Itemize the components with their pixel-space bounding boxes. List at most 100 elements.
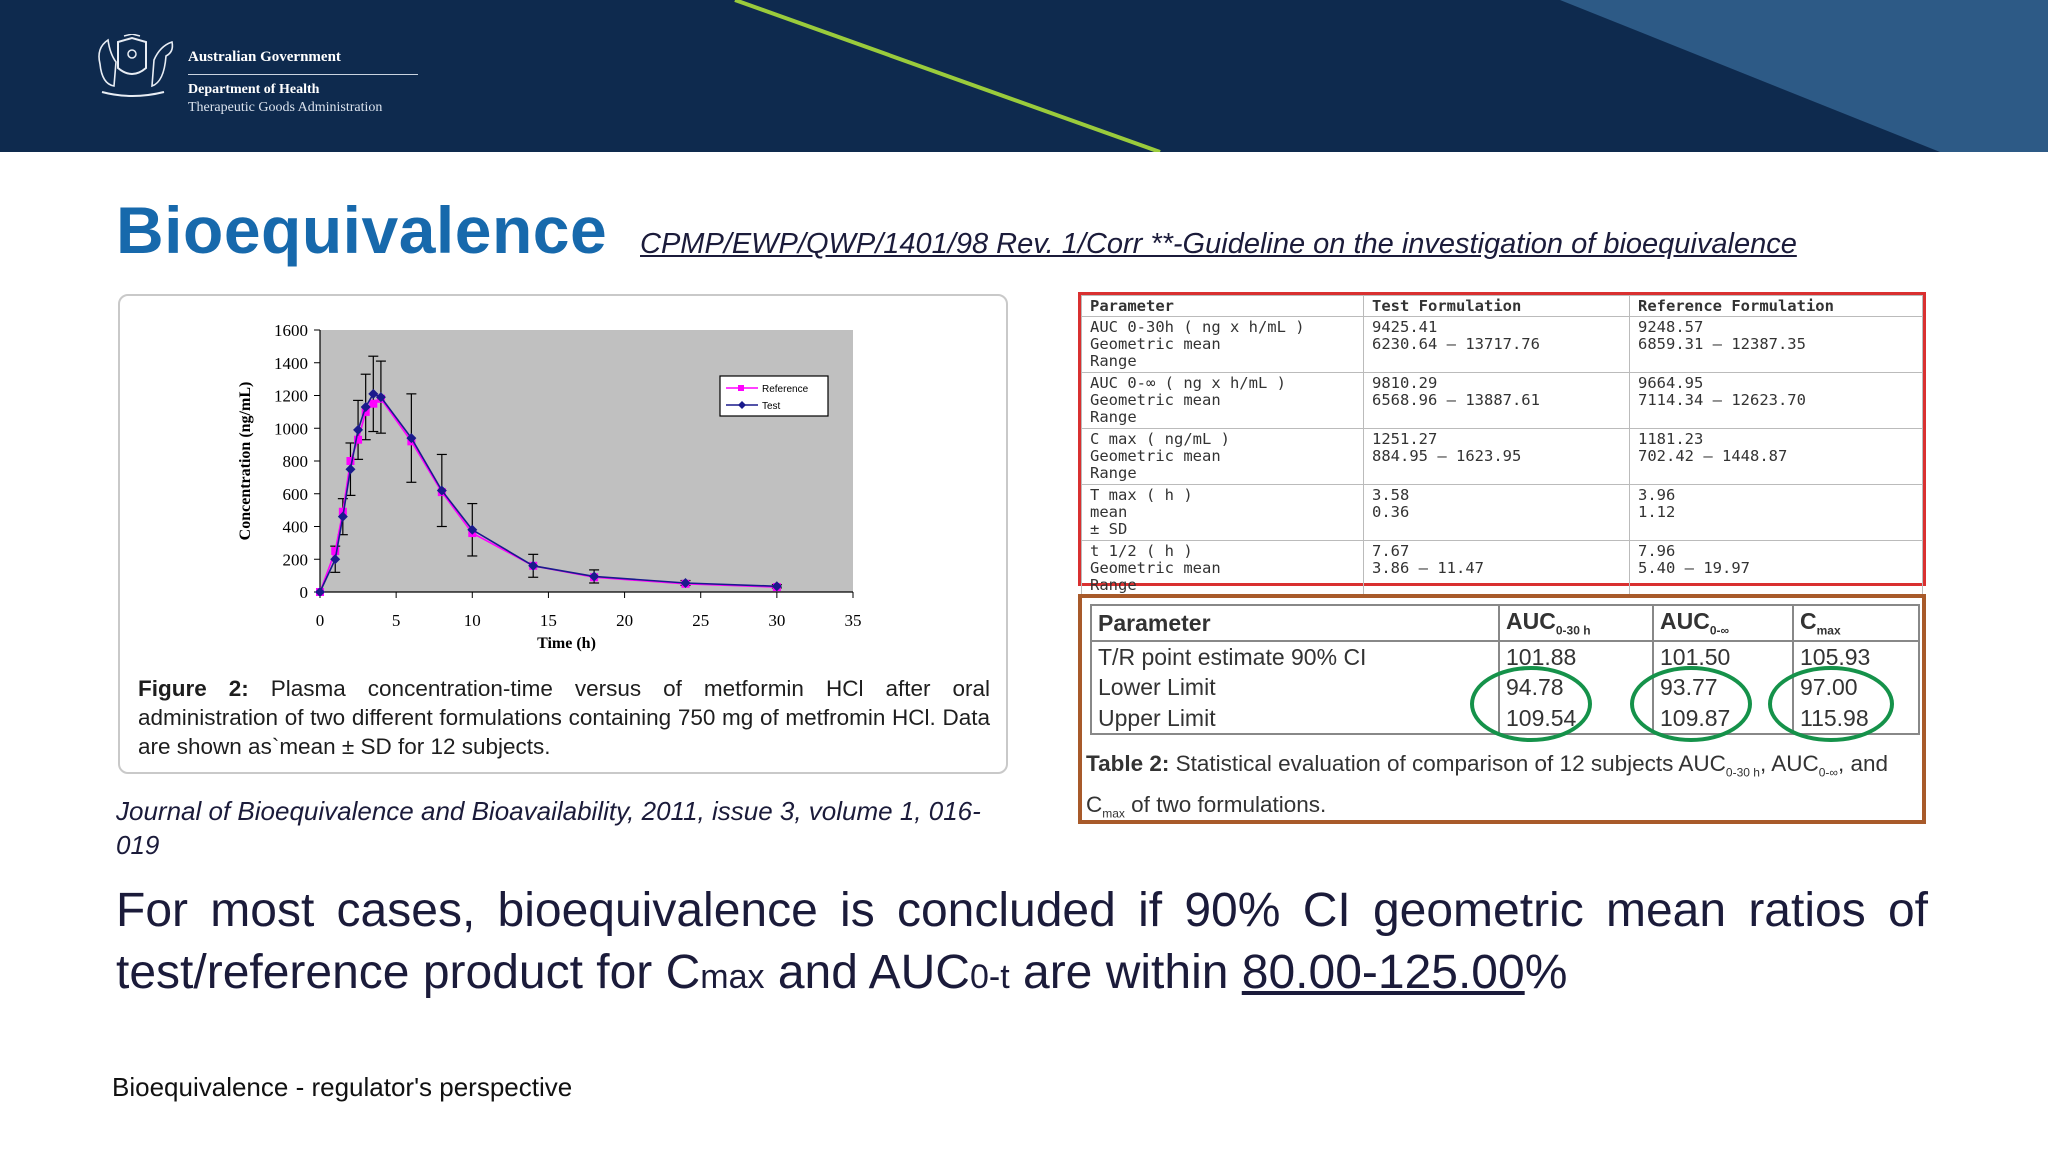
y-tick-label: 1600 bbox=[274, 321, 308, 340]
test-point bbox=[315, 587, 325, 597]
table1-row: t 1/2 ( h ) Geometric mean Range 7.67 3.86 –… bbox=[1081, 540, 1923, 597]
table1-cell-parameter: AUC 0-∞ ( ng x h/mL ) Geometric mean Range bbox=[1081, 372, 1364, 429]
table1-header-reference: Reference Formulation bbox=[1629, 295, 1923, 317]
y-tick-label: 1000 bbox=[274, 419, 308, 438]
test-point bbox=[436, 485, 447, 496]
logo-government-text: Australian Government bbox=[188, 49, 341, 65]
test-point bbox=[375, 392, 386, 403]
header-band bbox=[1560, 0, 2048, 152]
table1-row: AUC 0-30h ( ng x h/mL ) Geometric mean Ran… bbox=[1081, 316, 1923, 373]
table1-cell-reference: 1181.23 702.42 – 1448.87 bbox=[1629, 428, 1923, 485]
header-accent-line bbox=[734, 0, 1161, 152]
conclusion-statement: For most cases, bioequivalence is conclu… bbox=[116, 884, 1928, 999]
table1-cell-parameter: AUC 0-30h ( ng x h/mL ) Geometric mean Ran… bbox=[1081, 316, 1364, 373]
coat-of-arms-icon bbox=[98, 34, 174, 97]
y-tick-label: 0 bbox=[300, 583, 309, 602]
table1-cell-reference: 9664.95 7114.34 – 12623.70 bbox=[1629, 372, 1923, 429]
y-tick-label: 200 bbox=[283, 550, 309, 569]
slide-title: Bioequivalence bbox=[116, 193, 608, 267]
x-tick-label: 10 bbox=[464, 611, 481, 630]
test-point bbox=[680, 577, 691, 588]
table1-row: T max ( h ) mean ± SD 3.58 0.36 3.96 1.12 bbox=[1081, 484, 1923, 541]
test-point bbox=[528, 560, 539, 571]
figure-panel: 0 200 400 600 800 1000 1200 1400 1600 0 5 10 15 20 25 3… bbox=[118, 294, 1008, 774]
table2-row-label: Upper Limit bbox=[1090, 703, 1500, 735]
table1-cell-parameter: t 1/2 ( h ) Geometric mean Range bbox=[1081, 540, 1364, 597]
header-decoration bbox=[734, 0, 2048, 152]
table1-cell-test: 3.58 0.36 bbox=[1363, 484, 1630, 541]
table1-cell-parameter: T max ( h ) mean ± SD bbox=[1081, 484, 1364, 541]
test-point bbox=[368, 388, 379, 399]
table1-cell-test: 9810.29 6568.96 – 13887.61 bbox=[1363, 372, 1630, 429]
highlight-circle-auc-inf bbox=[1630, 666, 1752, 742]
test-point bbox=[360, 401, 371, 412]
highlight-circle-cmax bbox=[1768, 666, 1894, 742]
test-point bbox=[337, 511, 348, 522]
reference-point bbox=[346, 457, 355, 465]
logo-department-text: Department of Health bbox=[188, 82, 320, 97]
table1-cell-test: 7.67 3.86 – 11.47 bbox=[1363, 540, 1630, 597]
legend-test-marker bbox=[738, 401, 746, 409]
x-axis-label: Time (h) bbox=[537, 635, 596, 652]
x-tick-label: 15 bbox=[540, 611, 557, 630]
journal-reference: Journal of Bioequivalence and Bioavailab… bbox=[116, 796, 981, 860]
figure-caption: Figure 2: Plasma concentration-time vers… bbox=[138, 674, 990, 761]
tga-logo: Australian Government Department of Heal… bbox=[88, 30, 428, 125]
figure-caption-text: Plasma concentration-time versus of metf… bbox=[138, 676, 990, 759]
x-tick-label: 0 bbox=[316, 611, 325, 630]
table1-cell-reference: 9248.57 6859.31 – 12387.35 bbox=[1629, 316, 1923, 373]
table1-row: C max ( ng/mL ) Geometric mean Range 1251.2… bbox=[1081, 428, 1923, 485]
legend-test-label: Test bbox=[762, 401, 781, 412]
x-tick-label: 20 bbox=[616, 611, 633, 630]
test-point bbox=[771, 581, 782, 592]
logo-divider bbox=[188, 74, 418, 75]
footer-text: Bioequivalence - regulator's perspective bbox=[112, 1072, 573, 1102]
y-tick-label: 1400 bbox=[274, 354, 308, 373]
y-tick-label: 600 bbox=[283, 485, 309, 504]
legend-box bbox=[719, 375, 829, 417]
test-point bbox=[345, 464, 356, 475]
acceptance-range: 80.00-125.00 bbox=[1241, 946, 1525, 999]
table2-header-parameter: Parameter bbox=[1090, 604, 1500, 642]
reference-point bbox=[354, 435, 363, 444]
guideline-link[interactable]: CPMP/EWP/QWP/1401/98 Rev. 1/Corr **-Guid… bbox=[640, 228, 1797, 260]
table1-row: AUC 0-∞ ( ng x h/mL ) Geometric mean Range… bbox=[1081, 372, 1923, 429]
table1-cell-test: 9425.41 6230.64 – 13717.76 bbox=[1363, 316, 1630, 373]
logo-agency-text: Therapeutic Goods Administration bbox=[188, 100, 383, 115]
x-tick-label: 30 bbox=[768, 611, 785, 630]
table2-row-label: T/R point estimate 90% CI bbox=[1090, 641, 1500, 672]
y-tick-label: 400 bbox=[283, 518, 309, 537]
table1-cell-reference: 7.96 5.40 – 19.97 bbox=[1629, 540, 1923, 597]
test-point bbox=[353, 424, 364, 435]
test-point bbox=[406, 433, 417, 444]
reference-point bbox=[331, 547, 340, 556]
legend-reference-marker bbox=[738, 385, 744, 391]
table1-header-test: Test Formulation bbox=[1363, 295, 1630, 317]
table2-cell: 105.93 bbox=[1792, 641, 1920, 672]
table2-row-label: Lower Limit bbox=[1090, 672, 1500, 703]
x-tick-label: 35 bbox=[845, 611, 862, 630]
table2-header-auc-inf: AUC0-∞ bbox=[1652, 604, 1794, 642]
table2-caption: Table 2: Statistical evaluation of compa… bbox=[1086, 751, 1888, 820]
table2-header-auc-t: AUC0-30 h bbox=[1498, 604, 1654, 642]
y-tick-label: 800 bbox=[283, 452, 309, 471]
concentration-time-chart: 0 200 400 600 800 1000 1200 1400 1600 0 5 10 15 20 25 3… bbox=[237, 321, 862, 652]
plot-area bbox=[320, 330, 853, 592]
reference-point bbox=[369, 399, 378, 408]
figure-caption-label: Figure 2: bbox=[138, 676, 249, 701]
test-point bbox=[467, 524, 478, 535]
table1-header-parameter: Parameter bbox=[1081, 295, 1364, 317]
highlight-circle-auc-t bbox=[1470, 666, 1592, 742]
legend-reference-label: Reference bbox=[762, 384, 809, 395]
table1-cell-reference: 3.96 1.12 bbox=[1629, 484, 1923, 541]
table2-header-cmax: Cmax bbox=[1792, 604, 1920, 642]
x-tick-label: 25 bbox=[692, 611, 709, 630]
statistical-evaluation-panel: Parameter AUC0-30 h AUC0-∞ Cmax T/R poin… bbox=[1078, 594, 1926, 824]
y-axis-label: Concentration (ng/mL) bbox=[237, 382, 254, 541]
header-banner: Australian Government Department of Heal… bbox=[0, 0, 2048, 152]
test-point bbox=[330, 554, 341, 565]
table1-cell-parameter: C max ( ng/mL ) Geometric mean Range bbox=[1081, 428, 1364, 485]
y-tick-label: 1200 bbox=[274, 387, 308, 406]
table1-cell-test: 1251.27 884.95 – 1623.95 bbox=[1363, 428, 1630, 485]
x-tick-label: 5 bbox=[392, 611, 401, 630]
